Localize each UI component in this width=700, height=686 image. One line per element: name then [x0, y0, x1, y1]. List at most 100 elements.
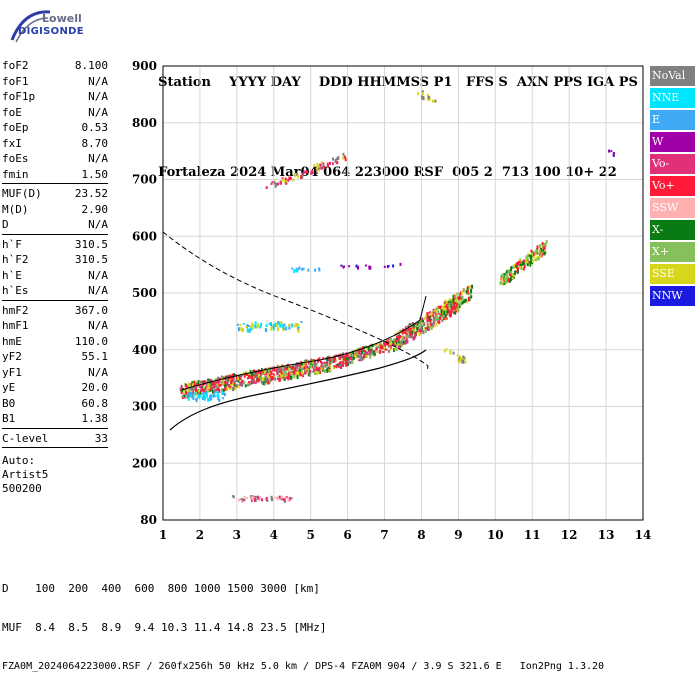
- echo-pixel: [208, 387, 211, 391]
- param-value: 23.52: [74, 187, 108, 200]
- echo-pixel: [337, 362, 340, 366]
- echo-pixel: [332, 357, 335, 361]
- echo-pixel: [397, 342, 400, 346]
- echo-pixel: [421, 95, 424, 100]
- echo-pixel: [256, 495, 259, 500]
- param-value: 367.0: [74, 303, 108, 317]
- echo-pixel: [230, 383, 232, 387]
- echo-pixel: [251, 370, 253, 372]
- param-value: 310.5: [74, 253, 108, 266]
- echo-pixel: [426, 312, 429, 317]
- echo-pixel: [276, 371, 279, 376]
- echo-pixel: [332, 157, 334, 161]
- echo-pixel: [326, 357, 329, 362]
- echo-pixel: [437, 316, 440, 321]
- echo-pixel: [459, 355, 461, 360]
- param-separator: [2, 447, 108, 448]
- echo-pixel: [409, 331, 412, 334]
- echo-pixel: [446, 305, 449, 310]
- echo-pixel: [321, 367, 324, 370]
- echo-pixel: [461, 359, 464, 364]
- param-value: N/A: [88, 365, 108, 379]
- echo-pixel: [523, 265, 526, 268]
- echo-pixel: [506, 273, 509, 277]
- echo-pixel: [225, 385, 228, 388]
- x-tick-label: 3: [233, 528, 241, 542]
- echo-pixel: [227, 379, 230, 382]
- echo-pixel: [259, 325, 262, 329]
- echo-pixel: [235, 376, 238, 380]
- header-value: Fortaleza: [158, 165, 226, 180]
- echo-pixel: [302, 364, 305, 367]
- echo-pixel: [281, 374, 284, 378]
- echo-pixel: [364, 350, 367, 355]
- echo-pixel: [242, 322, 245, 325]
- param-row: foF1p N/A: [2, 89, 108, 105]
- param-value: 60.8: [81, 396, 109, 410]
- echo-pixel: [190, 392, 193, 394]
- echo-pixel: [443, 307, 446, 311]
- echo-pixel: [426, 315, 429, 318]
- echo-pixel: [414, 331, 417, 335]
- echo-pixel: [283, 498, 286, 502]
- echo-pixel: [285, 368, 288, 371]
- echo-pixel: [442, 313, 445, 318]
- echo-pixel: [370, 348, 373, 351]
- echo-pixel: [286, 375, 289, 379]
- echo-pixel: [462, 289, 465, 292]
- echo-pixel: [449, 351, 452, 355]
- echo-pixel: [437, 305, 440, 309]
- echo-pixel: [195, 393, 198, 397]
- echo-pixel: [253, 372, 256, 376]
- echo-pixel: [288, 365, 291, 368]
- param-name: h`Es: [2, 284, 29, 297]
- echo-pixel: [519, 263, 522, 268]
- echo-pixel: [192, 391, 194, 394]
- echo-pixel: [228, 375, 231, 379]
- echo-pixel: [244, 371, 247, 374]
- echo-pixel: [264, 497, 267, 501]
- echo-pixel: [443, 310, 446, 315]
- echo-pixel: [293, 269, 296, 274]
- echo-pixel: [221, 391, 224, 395]
- echo-pixel: [209, 378, 212, 382]
- header-value: 100: [533, 165, 561, 180]
- echo-pixel: [272, 327, 275, 331]
- echo-pixel: [610, 150, 613, 153]
- echo-pixel: [277, 369, 280, 372]
- echo-pixel: [192, 393, 195, 398]
- echo-pixel: [317, 368, 320, 370]
- echo-pixel: [415, 322, 418, 326]
- echo-pixel: [223, 383, 226, 388]
- y-tick-label: 600: [132, 229, 157, 243]
- echo-pixel: [285, 180, 288, 183]
- echo-pixel: [216, 391, 219, 395]
- echo-pixel: [201, 380, 204, 383]
- echo-pixel: [381, 350, 384, 353]
- echo-pixel: [430, 326, 433, 330]
- echo-pixel: [337, 156, 340, 161]
- echo-pixel: [406, 339, 409, 344]
- echo-pixel: [275, 182, 278, 186]
- echo-pixel: [369, 352, 372, 355]
- echo-pixel: [439, 307, 442, 310]
- echo-pixel: [385, 343, 388, 345]
- echo-pixel: [378, 350, 381, 353]
- header-value: 2024: [230, 165, 267, 180]
- echo-pixel: [513, 263, 516, 268]
- echo-pixel: [311, 169, 314, 174]
- echo-pixel: [384, 342, 387, 347]
- echo-pixel: [194, 388, 197, 392]
- file-info-row: FZA0M_2024064223000.RSF / 260fx256h 50 k…: [2, 661, 605, 672]
- echo-pixel: [327, 366, 330, 369]
- echo-pixel: [284, 326, 287, 329]
- echo-pixel: [416, 330, 419, 333]
- echo-pixel: [242, 328, 245, 333]
- echo-pixel: [543, 245, 546, 250]
- echo-pixel: [278, 374, 281, 378]
- echo-pixel: [471, 284, 474, 289]
- echo-pixel: [187, 389, 190, 392]
- echo-pixel: [433, 309, 436, 312]
- muf-row: MUF 8.4 8.5 8.9 9.4 10.3 11.4 14.8 23.5 …: [2, 621, 327, 634]
- echo-pixel: [187, 382, 190, 387]
